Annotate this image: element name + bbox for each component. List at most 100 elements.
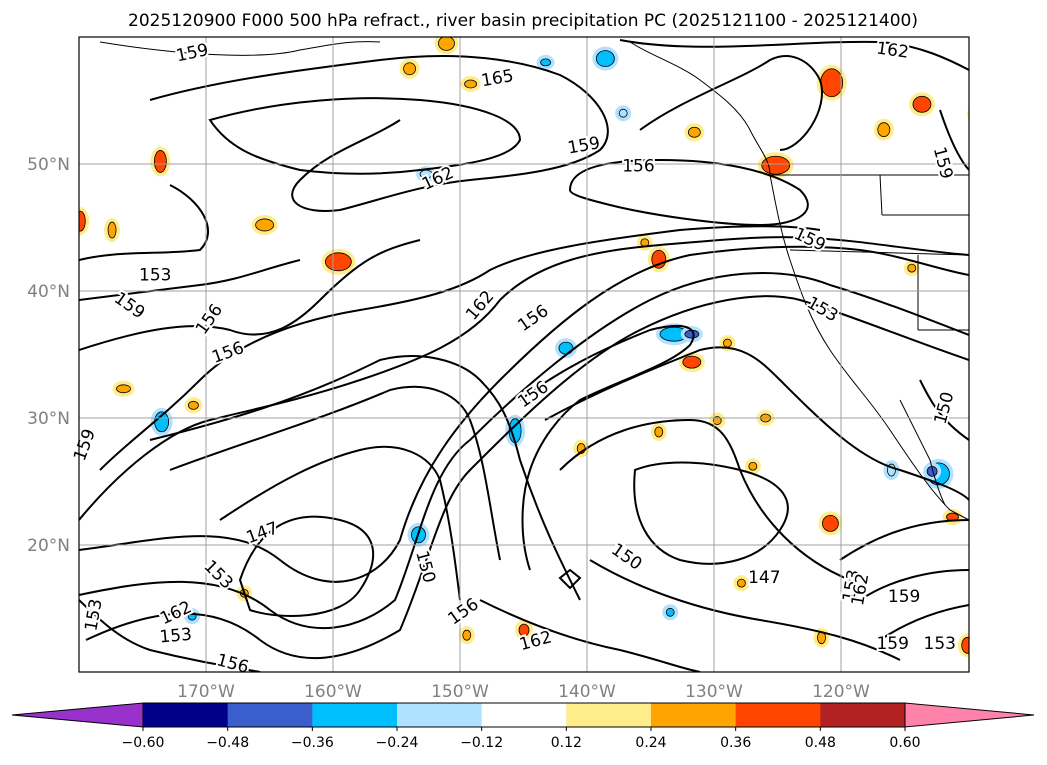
lon-axis: 170°W 160°W 150°W 140°W 130°W 120°W bbox=[177, 682, 870, 702]
precip-patch bbox=[618, 108, 628, 118]
precip-patch bbox=[79, 210, 86, 232]
precip-patch bbox=[877, 122, 891, 138]
coastline bbox=[629, 41, 969, 521]
precip-patch bbox=[748, 461, 758, 471]
precip-patch bbox=[820, 68, 844, 98]
precip-patch bbox=[153, 150, 167, 173]
colorbar-segment bbox=[735, 703, 821, 727]
contour-line bbox=[479, 599, 701, 672]
contour-line bbox=[619, 39, 969, 71]
coastline bbox=[99, 41, 381, 56]
precip-patch bbox=[116, 384, 131, 394]
contour-label: 147 bbox=[748, 568, 780, 588]
precip-patch bbox=[822, 515, 839, 532]
colorbar-segment bbox=[397, 703, 483, 727]
refractivity-contours bbox=[79, 39, 969, 672]
contour-line bbox=[559, 418, 851, 581]
contour-line bbox=[238, 515, 374, 617]
contour-label: 153 bbox=[139, 265, 171, 285]
contour-label: 153 bbox=[924, 634, 956, 654]
colorbar: −0.60 −0.48 −0.36 −0.24 −0.12 0.12 0.24 0.36 0.4… bbox=[11, 702, 1035, 751]
contour-label: 156 bbox=[622, 156, 654, 176]
chart-title: 2025120900 F000 500 hPa refract., river … bbox=[128, 11, 918, 31]
gridlines bbox=[79, 37, 969, 672]
coastlines bbox=[99, 41, 969, 521]
precip-patch bbox=[403, 62, 416, 76]
colorbar-tick-label: 0.24 bbox=[635, 735, 666, 751]
border-line bbox=[789, 174, 969, 331]
lon-tick-label: 140°W bbox=[558, 682, 616, 702]
precip-patch bbox=[438, 37, 455, 51]
precip-patch bbox=[558, 341, 574, 355]
lon-tick-label: 130°W bbox=[685, 682, 743, 702]
contour-line bbox=[169, 385, 501, 561]
precip-patch bbox=[540, 58, 552, 67]
precip-patch bbox=[761, 155, 791, 175]
colorbar-segment bbox=[481, 703, 567, 727]
precip-patch bbox=[665, 607, 675, 617]
contour-label: 159 bbox=[566, 133, 601, 158]
contour-line bbox=[99, 225, 821, 471]
colorbar-tick-label: −0.24 bbox=[376, 735, 419, 751]
contour-line bbox=[79, 184, 210, 261]
precip-patch bbox=[255, 218, 275, 232]
contour-line bbox=[85, 295, 969, 660]
colorbar-segment bbox=[651, 703, 737, 727]
lon-tick-label: 170°W bbox=[177, 682, 235, 702]
colorbar-segment bbox=[820, 703, 906, 727]
contour-label: 159 bbox=[876, 634, 908, 654]
contour-line bbox=[939, 109, 969, 171]
colorbar-outline bbox=[142, 702, 906, 728]
precip-patch bbox=[188, 400, 199, 410]
coastline bbox=[899, 399, 946, 506]
precip-patch bbox=[107, 221, 117, 239]
contour-label: 153 bbox=[159, 625, 193, 648]
precip-patch bbox=[712, 416, 722, 425]
precip-patch bbox=[682, 355, 702, 369]
contour-line bbox=[79, 599, 261, 672]
lat-axis: 20°N 30°N 40°N 50°N bbox=[27, 155, 70, 556]
precip-patch bbox=[654, 426, 664, 438]
contour-line bbox=[519, 325, 695, 571]
precip-patch bbox=[687, 126, 701, 138]
contour-line bbox=[79, 259, 301, 301]
contour-line bbox=[589, 559, 901, 661]
colorbar-tick-label: 0.12 bbox=[551, 735, 582, 751]
colorbar-segment bbox=[227, 703, 313, 727]
contour-line bbox=[79, 272, 969, 630]
contour-line bbox=[558, 568, 582, 590]
precip-patch bbox=[961, 636, 969, 654]
precip-patch bbox=[518, 623, 530, 637]
precip-patch bbox=[912, 95, 932, 113]
contour-line bbox=[839, 519, 969, 561]
colorbar-tick-label: −0.12 bbox=[460, 735, 503, 751]
colorbar-extend-high bbox=[904, 702, 1035, 728]
colorbar-tick-label: −0.36 bbox=[291, 735, 334, 751]
map-frame bbox=[78, 36, 970, 673]
contour-line bbox=[919, 379, 969, 441]
colorbar-tick-label: 0.36 bbox=[720, 735, 751, 751]
contour-line bbox=[149, 355, 581, 601]
lon-tick-label: 150°W bbox=[431, 682, 489, 702]
contour-line bbox=[79, 239, 421, 351]
colorbar-segment bbox=[566, 703, 652, 727]
precip-patch bbox=[971, 107, 987, 121]
contour-line bbox=[544, 346, 969, 501]
precip-patch bbox=[723, 338, 732, 348]
precip-patch bbox=[595, 50, 615, 67]
colorbar-segment bbox=[143, 703, 229, 727]
contour-line bbox=[79, 245, 969, 583]
colorbar-tick-label: 0.48 bbox=[805, 735, 836, 751]
colorbar-extend-low bbox=[11, 702, 144, 728]
colorbar-segment bbox=[312, 703, 398, 727]
contour-line bbox=[859, 569, 969, 601]
colorbar-tick-label: 0.60 bbox=[889, 735, 920, 751]
contour-line bbox=[879, 604, 969, 641]
colorbar-tick-label: −0.48 bbox=[206, 735, 249, 751]
contour-line bbox=[149, 54, 609, 212]
precip-patch-halo bbox=[967, 108, 969, 121]
lat-tick-label: 50°N bbox=[27, 155, 70, 175]
contour-line bbox=[568, 158, 809, 227]
contour-line bbox=[79, 236, 969, 521]
colorbar-tick-label: −0.60 bbox=[122, 735, 165, 751]
